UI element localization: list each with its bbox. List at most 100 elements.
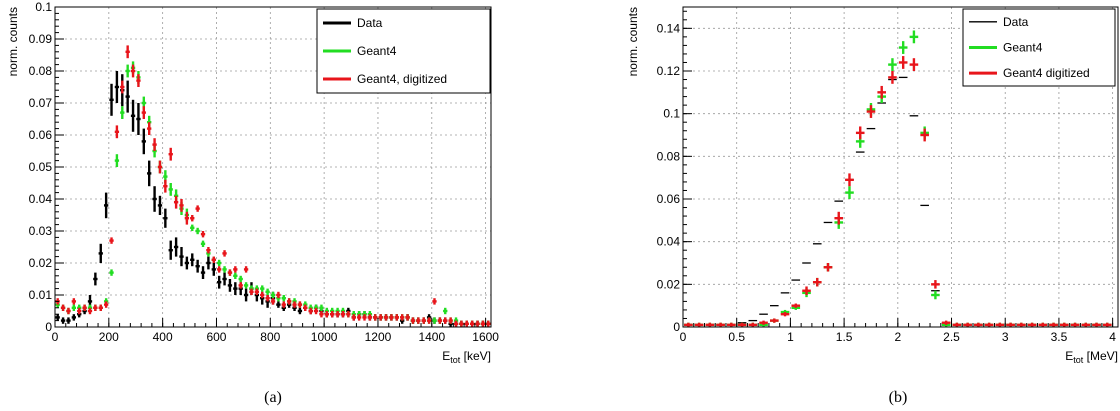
y-tick-label: 0.08 [657, 149, 681, 163]
data-point [694, 322, 704, 327]
data-point [952, 322, 962, 327]
data-point [931, 290, 940, 300]
legend-label: Geant4 digitized [1003, 66, 1090, 80]
data-point [243, 266, 249, 273]
y-tick-label: 0.01 [29, 288, 53, 302]
data-point [66, 307, 71, 315]
data-point [200, 266, 206, 279]
data-point [147, 122, 152, 135]
axis-ticks [54, 6, 487, 328]
data-point [373, 314, 378, 321]
data-point [114, 154, 120, 167]
data-point [179, 247, 184, 267]
data-point [1038, 322, 1048, 327]
data-point [71, 304, 76, 311]
data-point [898, 56, 908, 69]
data-point [260, 285, 265, 292]
data-point [93, 272, 98, 286]
x-tick-label: 1200 [365, 330, 392, 344]
data-point [265, 295, 270, 302]
data-point [152, 186, 157, 212]
data-point [748, 322, 758, 327]
y-tick-label: 0.1 [35, 0, 52, 14]
legend-item: Geant4 [969, 41, 1043, 55]
data-point [909, 58, 919, 71]
data-point [184, 256, 190, 270]
data-point [834, 211, 844, 225]
x-tick-label: 0 [680, 330, 687, 344]
data-point [888, 58, 897, 71]
data-point [780, 312, 790, 317]
data-point [443, 317, 448, 324]
data-point [410, 317, 416, 324]
data-point [308, 307, 313, 315]
data-point [120, 106, 125, 119]
data-point [759, 320, 768, 325]
x-tick-label: 200 [99, 330, 119, 344]
x-tick-label: 1000 [311, 330, 338, 344]
data-point [480, 320, 486, 327]
data-point [222, 266, 227, 273]
y-tick-label: 0.06 [29, 128, 53, 142]
y-tick-label: 0.02 [29, 256, 53, 270]
data-point [93, 304, 98, 311]
data-point [1027, 322, 1037, 327]
data-point [432, 298, 437, 305]
legend: Data Geant4 Geant4, digitized [316, 8, 491, 94]
data-point [125, 45, 130, 59]
x-tick-label: 600 [206, 330, 226, 344]
data-point [173, 237, 179, 257]
x-axis-label-main: E [442, 349, 450, 363]
plot-frame [682, 6, 1119, 328]
x-tick-label: 0 [52, 330, 59, 344]
grid-lines [55, 6, 491, 327]
data-point [163, 179, 168, 193]
y-tick-label: 0.1 [663, 107, 680, 121]
data-point [416, 317, 421, 324]
data-point [98, 304, 103, 311]
series-geant4 [55, 61, 491, 327]
data-point [1070, 322, 1080, 327]
y-tick-label: 0.07 [29, 96, 53, 110]
x-axis-label-unit: [keV] [460, 349, 491, 363]
data-point [179, 199, 184, 212]
data-point [802, 286, 811, 295]
data-point [362, 314, 367, 321]
data-point [141, 106, 146, 119]
data-point [157, 195, 163, 215]
data-point [378, 314, 383, 321]
y-axis-label: norm. counts [626, 7, 640, 76]
data-point [737, 322, 747, 327]
legend-label: Geant4 [1003, 41, 1043, 55]
data-point [200, 240, 206, 247]
data-point [82, 304, 87, 311]
data-point [443, 307, 448, 315]
data-point [195, 259, 200, 273]
data-point [109, 269, 114, 276]
data-point [405, 314, 410, 321]
data-point [486, 320, 491, 327]
axis-ticks [682, 10, 1114, 328]
data-point [705, 322, 715, 327]
data-point [222, 272, 227, 286]
data-point [114, 125, 120, 139]
data-point [233, 282, 238, 295]
data-point [270, 291, 276, 299]
data-point [238, 282, 243, 289]
data-point [71, 314, 76, 321]
data-point [233, 266, 238, 273]
y-tick-label: 0.09 [29, 32, 53, 46]
data-marks [55, 45, 491, 327]
caption: (b) [889, 389, 908, 406]
data-point [120, 80, 125, 94]
data-point [276, 301, 281, 308]
data-point [114, 71, 120, 103]
x-tick-label: 4 [1109, 330, 1116, 344]
y-tick-label: 0.02 [657, 277, 681, 291]
tick-labels: 0 200 400 600 800 1000 1200 1400 1600 0 0.01 0.02 0.… [29, 0, 500, 344]
data-point [340, 311, 346, 318]
data-point [270, 298, 276, 305]
data-point [791, 303, 801, 308]
data-point [190, 215, 195, 222]
